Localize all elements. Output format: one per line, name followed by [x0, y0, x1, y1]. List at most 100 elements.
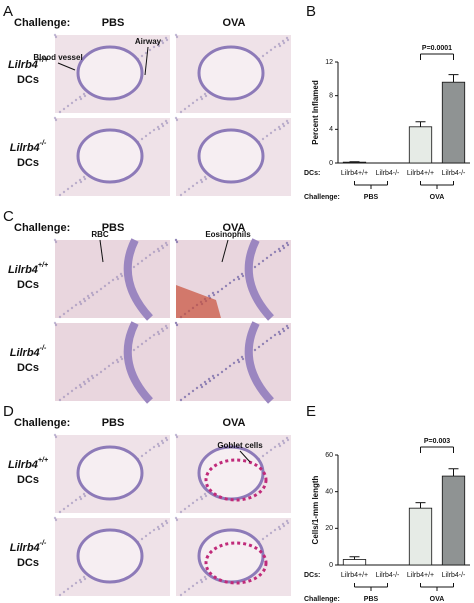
- cell: [261, 259, 265, 263]
- cell: [207, 377, 211, 381]
- cell: [144, 451, 148, 455]
- cell: [277, 125, 281, 129]
- cell: [144, 256, 148, 260]
- cell: [179, 110, 183, 114]
- cell: [74, 498, 78, 502]
- column-label: PBS: [102, 17, 125, 29]
- cell: [79, 302, 83, 306]
- cell: [157, 444, 161, 448]
- cell: [174, 116, 178, 120]
- cell: [82, 297, 86, 301]
- x-tick-label: Lilrb4-/-: [442, 572, 466, 579]
- cell: [53, 116, 57, 120]
- cell: [236, 358, 240, 362]
- cell: [58, 110, 62, 114]
- cell: [200, 97, 204, 101]
- annotation: Blood vessel: [33, 53, 82, 62]
- cell: [148, 131, 152, 135]
- cell: [265, 451, 269, 455]
- cell: [140, 137, 144, 141]
- cell: [199, 95, 203, 99]
- y-tick-label: 8: [329, 93, 333, 100]
- cell: [286, 438, 290, 442]
- cell: [224, 284, 228, 288]
- cell: [265, 534, 269, 538]
- cell: [83, 382, 87, 386]
- cell: [107, 281, 111, 285]
- group-axis-label: Challenge:: [304, 194, 340, 201]
- group-axis-label: Challenge:: [304, 596, 340, 603]
- cell: [278, 249, 282, 253]
- cell: [148, 531, 152, 535]
- group-label: PBS: [364, 596, 379, 603]
- cell: [199, 495, 203, 499]
- cell: [174, 33, 178, 37]
- bar: [408, 126, 433, 164]
- cell: [78, 178, 82, 182]
- cell: [148, 253, 152, 257]
- cell: [204, 177, 208, 181]
- bar: [342, 161, 367, 164]
- cell: [273, 445, 277, 449]
- cell: [148, 48, 152, 52]
- cell: [216, 290, 220, 294]
- panel-letter: B: [306, 3, 316, 20]
- cell: [281, 122, 285, 126]
- cell: [253, 348, 257, 352]
- row-cell: DCs: [17, 279, 39, 291]
- gene: Lilrb4: [8, 59, 38, 71]
- x-tick-label: Lilrb4+/+: [341, 572, 368, 579]
- cell: [83, 577, 87, 581]
- bar: [441, 475, 466, 566]
- panel-letter: C: [3, 208, 14, 225]
- cell: [282, 124, 286, 128]
- cell: [191, 184, 195, 188]
- cell: [160, 522, 164, 526]
- cell: [86, 377, 90, 381]
- cell: [99, 287, 103, 291]
- cell: [161, 124, 165, 128]
- row-label: Lilrb4-/-: [10, 540, 47, 554]
- genotype: -/-: [40, 540, 47, 547]
- cell: [204, 94, 208, 98]
- cell: [282, 246, 286, 250]
- cell: [53, 321, 57, 325]
- cell: [187, 187, 191, 191]
- cell: [183, 395, 187, 399]
- gene: Lilrb4: [8, 264, 38, 276]
- cell: [282, 329, 286, 333]
- cell: [281, 522, 285, 526]
- cell: [224, 367, 228, 371]
- cell: [236, 275, 240, 279]
- cell: [269, 253, 273, 257]
- cell: [66, 587, 70, 591]
- panel-letter: E: [306, 403, 316, 420]
- cell: [200, 580, 204, 584]
- challenge-label: Challenge:: [14, 417, 70, 429]
- cell: [257, 262, 261, 266]
- cell: [66, 187, 70, 191]
- cell: [164, 36, 168, 40]
- cell: [195, 181, 199, 185]
- cell: [144, 134, 148, 138]
- cell: [91, 293, 95, 297]
- row-label: Lilrb4+/+: [8, 457, 48, 471]
- cell: [157, 332, 161, 336]
- cell: [286, 521, 290, 525]
- cell: [152, 250, 156, 254]
- row-cell: DCs: [17, 557, 39, 569]
- cell: [265, 134, 269, 138]
- cell: [220, 287, 224, 291]
- cell: [152, 45, 156, 49]
- x-tick-label: Lilrb4+/+: [407, 572, 434, 579]
- x-tick-label: Lilrb4+/+: [407, 170, 434, 177]
- cell: [195, 581, 199, 585]
- annotation: Airway: [135, 37, 162, 46]
- challenge-label: Challenge:: [14, 222, 70, 234]
- bar: [342, 559, 367, 566]
- cell: [212, 376, 216, 380]
- cell: [140, 259, 144, 263]
- airway: [76, 445, 144, 501]
- cell: [278, 127, 282, 131]
- cell: [62, 507, 66, 511]
